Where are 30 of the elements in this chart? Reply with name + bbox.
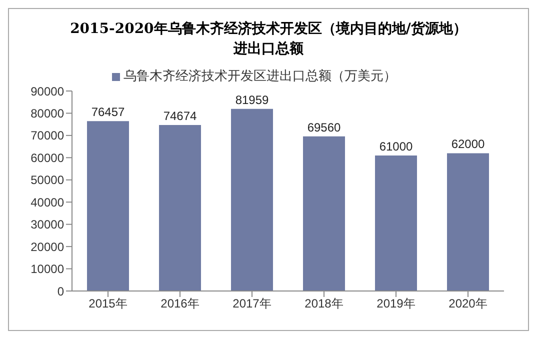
x-tick-label: 2016年 [160, 296, 200, 311]
data-label: 74674 [163, 109, 198, 124]
x-tick-label: 2020年 [448, 296, 488, 311]
data-label: 76457 [91, 105, 126, 120]
y-tick-label: 80000 [30, 106, 64, 120]
y-tick-label: 70000 [30, 128, 64, 143]
y-tick-label: 90000 [30, 84, 64, 98]
bar [87, 121, 129, 291]
legend-label: 乌鲁木齐经济技术开发区进出口总额（万美元） [124, 68, 396, 83]
chart-title: 2015-2020年乌鲁木齐经济技术开发区（境内目的地/货源地）进出口总额 [69, 20, 468, 59]
y-tick-label: 0 [57, 284, 64, 298]
bar [231, 108, 273, 291]
data-label: 61000 [379, 139, 414, 154]
x-tick-label: 2015年 [88, 296, 128, 311]
y-tick-label: 50000 [30, 173, 64, 188]
y-tick-label: 30000 [30, 218, 64, 232]
y-tick-label: 20000 [30, 240, 64, 254]
data-label: 81959 [235, 92, 270, 107]
bar [303, 136, 345, 291]
x-tick-label: 2018年 [304, 296, 344, 311]
data-label: 62000 [451, 137, 486, 152]
y-tick-label: 60000 [30, 150, 64, 165]
x-tick-label: 2017年 [232, 296, 272, 311]
y-tick-label: 40000 [30, 195, 64, 210]
bar [447, 153, 489, 291]
x-tick-label: 2019年 [376, 296, 416, 311]
data-label: 69560 [307, 120, 342, 134]
bar [159, 125, 201, 291]
bar [375, 155, 417, 291]
y-tick-label: 10000 [30, 262, 64, 276]
